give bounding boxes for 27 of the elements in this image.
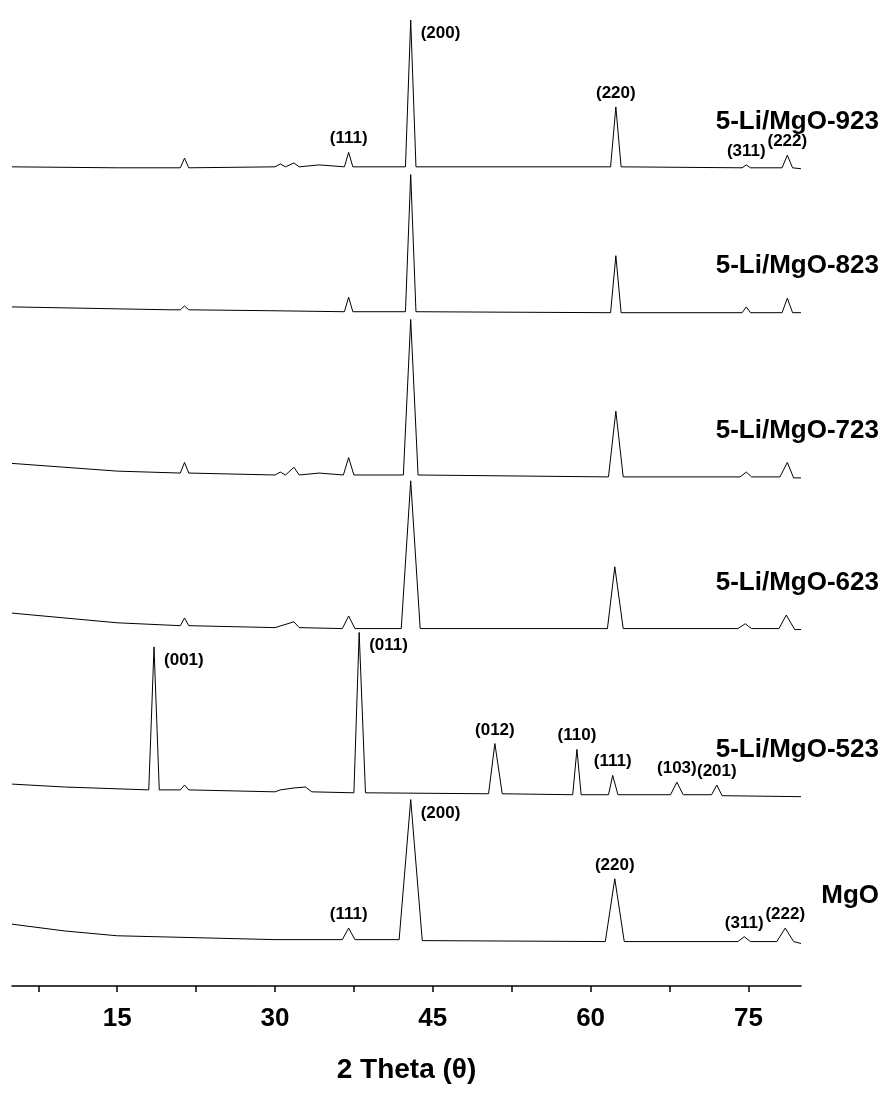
annotation: (220) xyxy=(594,854,635,874)
x-tick-label: 60 xyxy=(576,1002,606,1032)
annotation: (111) xyxy=(593,751,632,771)
series-label: 5-Li/MgO-723 xyxy=(715,413,879,444)
series-label: 5-Li/MgO-823 xyxy=(715,248,879,279)
x-axis-title: 2 Theta (θ) xyxy=(336,1052,477,1084)
annotation: (001) xyxy=(164,649,204,669)
annotation: (200) xyxy=(420,23,461,42)
annotation: (011) xyxy=(369,635,408,655)
series-label: 5-Li/MgO-623 xyxy=(715,565,879,596)
annotation: (200) xyxy=(420,802,461,822)
annotation: (311) xyxy=(724,912,764,932)
annotation: (201) xyxy=(697,761,737,781)
series-label: MgO xyxy=(821,879,879,910)
x-tick-label: 15 xyxy=(102,1002,132,1032)
annotation: (111) xyxy=(329,904,368,924)
annotation: (110) xyxy=(557,725,597,745)
x-tick-label: 75 xyxy=(733,1002,763,1032)
annotation: (311) xyxy=(726,140,766,160)
annotation: (222) xyxy=(765,904,806,924)
x-tick-label: 45 xyxy=(418,1002,448,1032)
annotation: (103) xyxy=(657,758,697,778)
annotation: (012) xyxy=(475,719,515,739)
annotation: (220) xyxy=(596,82,636,102)
series-label: 5-Li/MgO-523 xyxy=(715,732,879,763)
annotation: (111) xyxy=(329,128,368,148)
x-tick-label: 30 xyxy=(260,1002,290,1032)
